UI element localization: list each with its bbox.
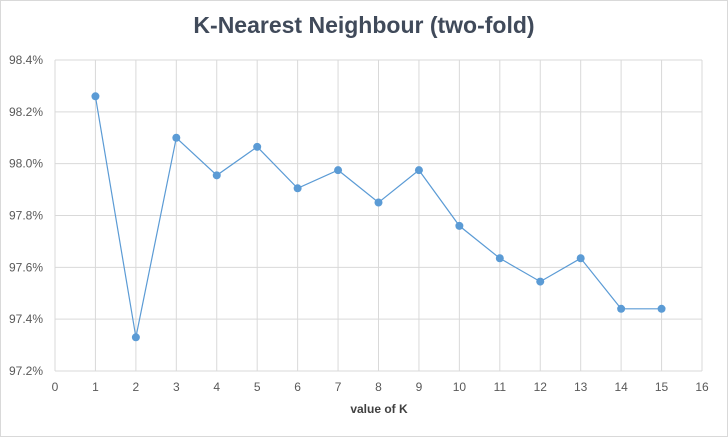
y-tick-label: 98.0% [9, 157, 43, 171]
data-point [455, 221, 464, 230]
y-tick-label: 98.2% [9, 105, 43, 119]
data-point [293, 184, 302, 193]
x-tick-label: 6 [294, 380, 301, 394]
y-tick-label: 98.4% [9, 53, 43, 67]
x-tick-label: 12 [534, 380, 548, 394]
data-point [253, 142, 262, 151]
x-tick-label: 7 [335, 380, 342, 394]
y-tick-label: 97.8% [9, 209, 43, 223]
x-tick-labels: 0 1 2 3 4 5 6 7 8 9 10 11 12 13 14 15 16 [52, 380, 709, 394]
data-point [617, 304, 626, 313]
x-tick-label: 8 [375, 380, 382, 394]
x-tick-label: 14 [614, 380, 628, 394]
x-tick-label: 3 [173, 380, 180, 394]
data-point [657, 304, 666, 313]
y-tick-labels: 97.2% 97.4% 97.6% 97.8% 98.0% 98.2% 98.4% [9, 53, 43, 378]
x-tick-label: 5 [254, 380, 261, 394]
x-tick-label: 4 [213, 380, 220, 394]
data-point [495, 254, 504, 263]
x-tick-label: 11 [494, 380, 507, 394]
y-tick-label: 97.4% [9, 312, 43, 326]
x-tick-label: 15 [655, 380, 669, 394]
data-point [131, 333, 140, 342]
data-point [334, 166, 343, 175]
x-tick-label: 1 [92, 380, 99, 394]
data-point [536, 277, 545, 286]
data-series [91, 92, 666, 342]
x-tick-label: 13 [574, 380, 588, 394]
data-point [212, 171, 221, 180]
y-tick-label: 97.2% [9, 364, 43, 378]
data-point [91, 92, 100, 101]
x-tick-label: 9 [416, 380, 423, 394]
x-tick-label: 0 [52, 380, 59, 394]
x-tick-label: 2 [133, 380, 140, 394]
data-point [414, 166, 423, 175]
x-axis-title: value of K [350, 402, 408, 416]
data-point [172, 133, 181, 142]
gridlines [54, 59, 703, 372]
x-tick-label: 16 [695, 380, 709, 394]
chart-title: K-Nearest Neighbour (two-fold) [193, 12, 535, 38]
x-tick-label: 10 [453, 380, 467, 394]
data-point [576, 254, 585, 263]
data-point [374, 198, 383, 207]
y-tick-label: 97.6% [9, 260, 43, 274]
